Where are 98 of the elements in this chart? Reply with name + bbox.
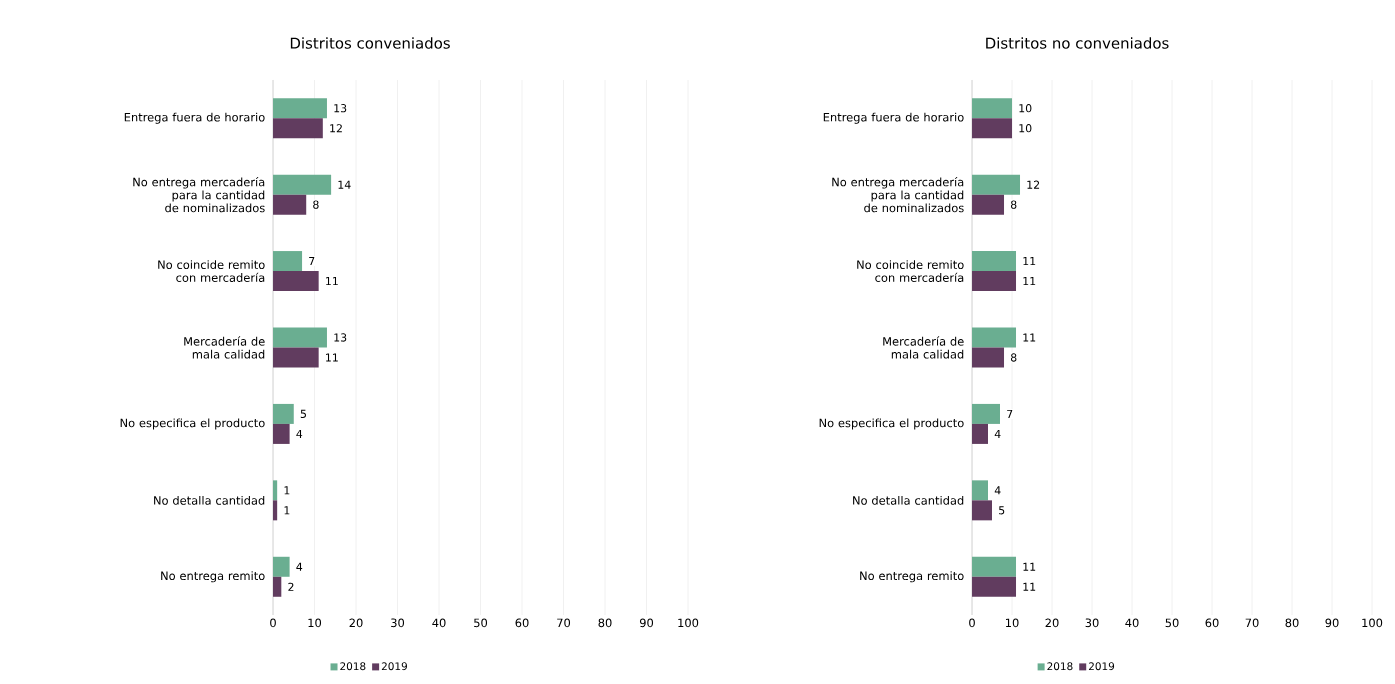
x-tick-label: 20 — [1045, 618, 1059, 628]
x-tick-label: 90 — [639, 618, 654, 628]
bar — [972, 576, 1017, 597]
x-tick-label: 0 — [270, 618, 276, 628]
chart-title: Distritos no conveniados — [986, 37, 1169, 49]
x-tick-label: 40 — [432, 618, 446, 628]
x-tick-label: 60 — [1205, 618, 1219, 628]
bar — [972, 500, 993, 521]
y-tick-label: No coincide remito con mercadería — [857, 260, 964, 282]
x-tick-label: 20 — [349, 618, 363, 628]
bar — [273, 251, 303, 272]
y-tick-label: No entrega remito — [161, 571, 265, 583]
data-label: 7 — [309, 257, 315, 266]
x-tick-label: 100 — [1362, 618, 1383, 628]
data-label: 11 — [1023, 333, 1036, 342]
bar — [273, 423, 290, 444]
bar — [273, 556, 290, 577]
y-tick-label: Mercadería de mala calidad — [184, 336, 265, 359]
bar — [972, 118, 1013, 139]
bar — [273, 403, 294, 424]
data-label: 10 — [1019, 124, 1032, 133]
bar — [273, 98, 327, 119]
data-label: 11 — [1023, 582, 1036, 591]
data-label: 4 — [994, 486, 1001, 495]
bar — [273, 327, 327, 348]
bar — [273, 194, 307, 215]
bar — [273, 347, 319, 368]
data-label: 13 — [334, 333, 347, 342]
x-tick-label: 50 — [474, 618, 488, 628]
x-tick-label: 80 — [598, 618, 612, 628]
bar — [972, 423, 989, 444]
legend-label: 2018 — [340, 662, 366, 671]
bar — [972, 556, 1017, 577]
x-tick-label: 90 — [1325, 618, 1339, 628]
y-tick-label: No entrega mercadería para la cantidad de nominalizados — [133, 177, 265, 213]
data-label: 1 — [284, 486, 290, 495]
data-label: 8 — [1010, 200, 1017, 209]
data-label: 2 — [288, 582, 294, 591]
bar — [972, 347, 1005, 368]
y-tick-label: No especifica el producto — [819, 418, 964, 430]
data-label: 12 — [330, 124, 342, 133]
data-label: 10 — [1019, 104, 1032, 113]
bar — [972, 480, 989, 501]
bar — [273, 118, 323, 139]
x-tick-label: 70 — [1245, 618, 1259, 628]
data-label: 11 — [1023, 277, 1036, 286]
legend-label: 2018 — [1047, 662, 1073, 671]
bar — [972, 403, 1001, 424]
legend-label: 2019 — [1088, 662, 1115, 671]
bar — [972, 251, 1017, 272]
bar — [273, 576, 282, 597]
bar — [273, 500, 278, 521]
x-tick-label: 80 — [1285, 618, 1299, 628]
x-tick-label: 70 — [557, 618, 571, 628]
y-tick-label: No especifica el producto — [120, 418, 265, 430]
data-label: 14 — [338, 180, 351, 189]
x-tick-label: 50 — [1165, 618, 1179, 628]
data-label: 1 — [284, 506, 290, 515]
data-label: 12 — [1027, 180, 1040, 189]
y-tick-label: No entrega mercadería para la cantidad de nominalizados — [832, 177, 964, 213]
data-label: 4 — [296, 429, 303, 438]
bar — [273, 271, 319, 292]
data-label: 13 — [334, 104, 347, 113]
data-label: 4 — [296, 562, 303, 571]
data-label: 7 — [1007, 409, 1013, 418]
bar — [972, 271, 1017, 292]
data-label: 11 — [1023, 562, 1036, 571]
bar — [273, 174, 332, 195]
bar — [972, 98, 1013, 119]
bar — [972, 174, 1021, 195]
chart-title: Distritos conveniados — [290, 37, 450, 49]
y-tick-label: Entrega fuera de horario — [124, 112, 265, 124]
data-label: 11 — [326, 277, 338, 286]
x-tick-label: 10 — [308, 618, 322, 628]
data-label: 5 — [999, 506, 1005, 515]
bar — [972, 194, 1005, 215]
data-label: 8 — [313, 200, 319, 209]
data-label: 4 — [994, 429, 1001, 438]
x-tick-label: 30 — [1085, 618, 1099, 628]
y-tick-label: No detalla cantidad — [853, 495, 964, 505]
y-tick-label: No entrega remito — [860, 571, 964, 583]
legend-label: 2019 — [381, 662, 407, 671]
x-tick-label: 30 — [391, 618, 405, 628]
x-tick-label: 60 — [515, 618, 529, 628]
x-tick-label: 0 — [969, 618, 975, 628]
y-tick-label: No detalla cantidad — [154, 495, 265, 505]
y-tick-label: No coincide remito con mercadería — [158, 260, 265, 282]
data-label: 5 — [300, 409, 306, 418]
x-tick-label: 40 — [1125, 618, 1139, 628]
data-label: 8 — [1010, 353, 1017, 362]
bar — [972, 327, 1017, 348]
y-tick-label: Entrega fuera de horario — [823, 112, 964, 124]
data-label: 11 — [1023, 257, 1036, 266]
data-label: 11 — [326, 353, 338, 362]
y-tick-label: Mercadería de mala calidad — [883, 336, 964, 359]
bar — [273, 480, 278, 501]
x-tick-label: 100 — [678, 618, 699, 628]
x-tick-label: 10 — [1006, 618, 1019, 628]
